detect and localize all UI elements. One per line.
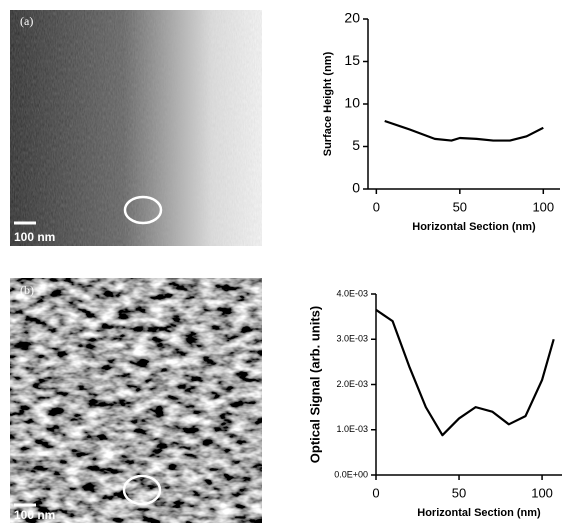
x-tick-label: 100	[532, 199, 554, 214]
y-tick-label: 2.0E-03	[336, 379, 368, 389]
image-b: (b) 100 nm	[10, 278, 262, 523]
panel-label: (a)	[20, 14, 33, 28]
y-tick-label: 3.0E-03	[336, 334, 368, 344]
x-tick-label: 100	[531, 485, 553, 500]
x-axis-title: Horizontal Section (nm)	[412, 221, 536, 233]
scale-bar-label: 100 nm	[14, 230, 55, 244]
x-tick-label: 50	[452, 485, 466, 500]
x-tick-label: 0	[372, 485, 379, 500]
y-axis-title: Optical Signal (arb. units)	[307, 306, 322, 463]
y-tick-label: 4.0E-03	[336, 288, 368, 298]
data-line	[375, 308, 555, 437]
y-axis-title: Surface Height (nm)	[322, 51, 334, 156]
y-tick-label: 1.0E-03	[336, 424, 368, 434]
data-line	[384, 119, 544, 142]
y-tick-label: 5	[352, 137, 360, 153]
x-tick-label: 50	[453, 199, 467, 214]
y-tick-label: 20	[344, 10, 360, 26]
scale-bar-label: 100 nm	[14, 508, 55, 522]
y-tick-label: 15	[344, 52, 360, 68]
panel-label: (b)	[20, 283, 34, 297]
y-tick-label: 0	[352, 180, 360, 196]
y-tick-label: 10	[344, 95, 360, 111]
image-a: (a) 100 nm	[10, 10, 262, 246]
x-tick-label: 0	[373, 199, 380, 214]
x-axis-title: Horizontal Section (nm)	[417, 507, 541, 519]
y-tick-label: 0.0E+00	[334, 469, 368, 479]
